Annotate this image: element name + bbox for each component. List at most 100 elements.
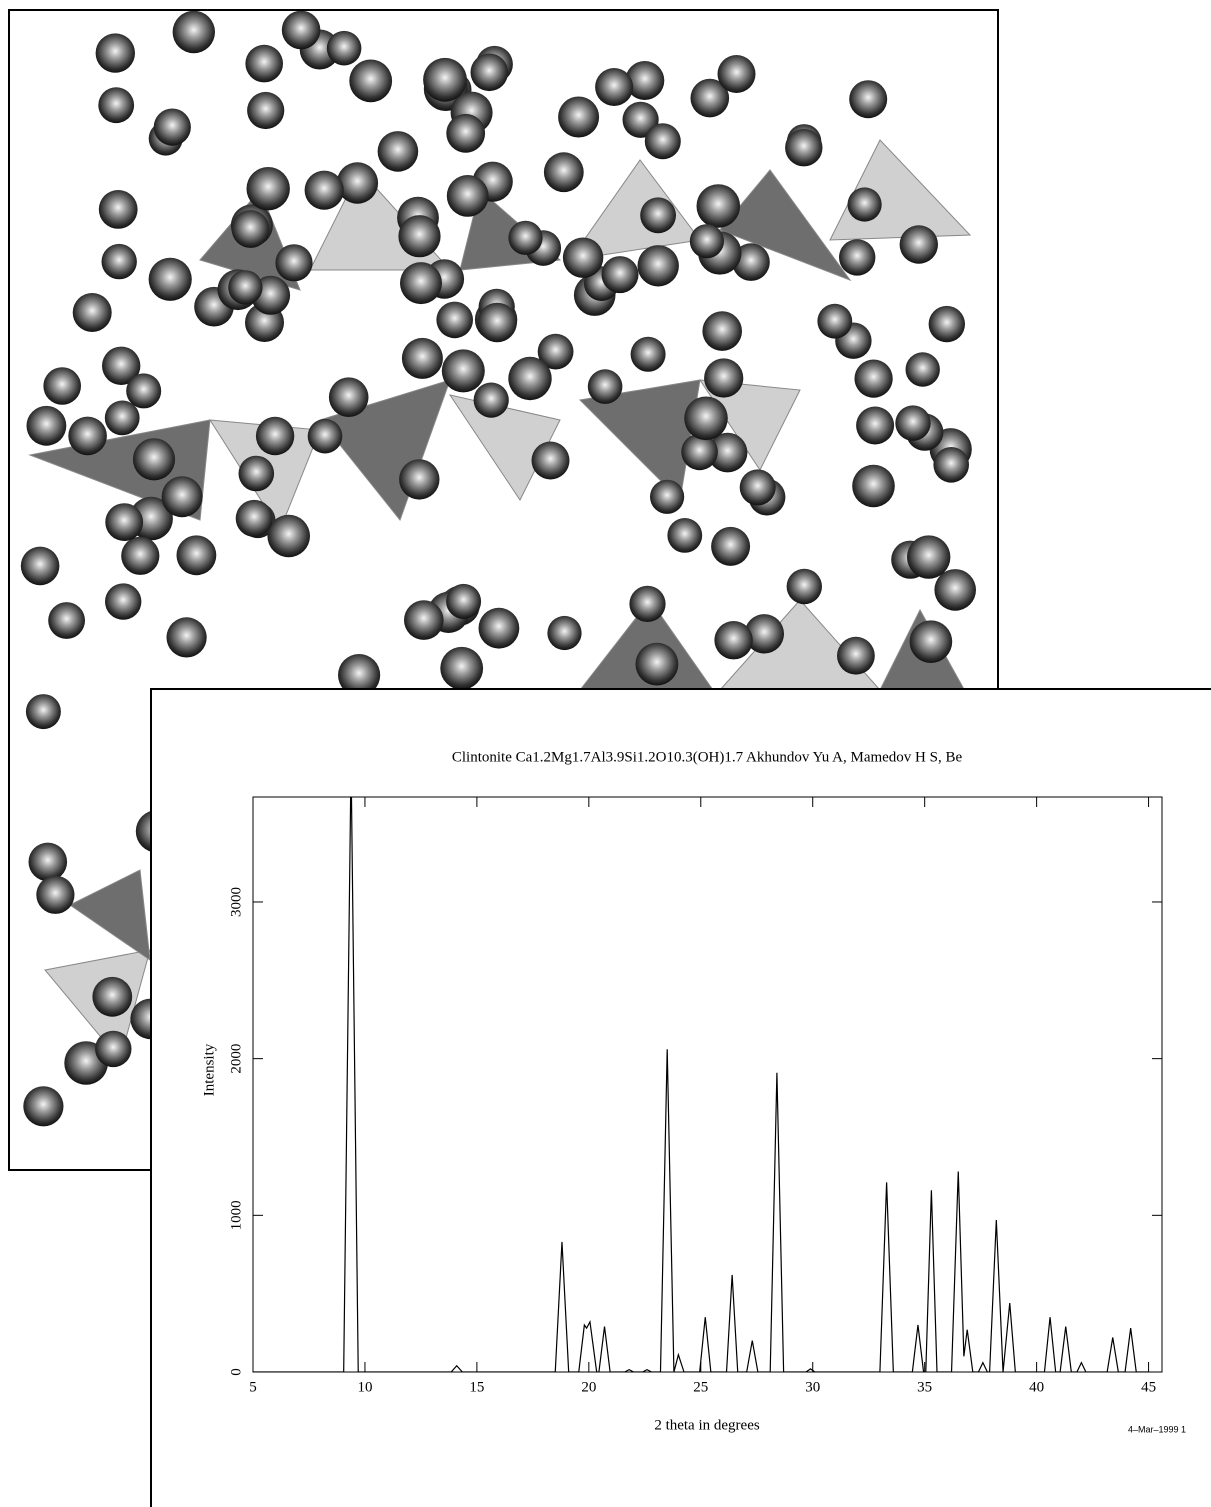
atom xyxy=(629,586,665,622)
x-tick-label: 10 xyxy=(357,1379,372,1395)
atom xyxy=(308,419,343,454)
x-tick-label: 20 xyxy=(581,1379,596,1395)
atom xyxy=(702,311,742,351)
atom xyxy=(133,438,175,480)
y-axis-label: Intensity xyxy=(201,1043,217,1096)
atom xyxy=(785,129,822,166)
atom xyxy=(740,469,776,505)
atom xyxy=(238,456,274,492)
x-tick-label: 25 xyxy=(693,1379,708,1395)
atom xyxy=(933,447,969,483)
atom xyxy=(697,184,741,228)
panel-background xyxy=(150,688,1211,1507)
atom xyxy=(474,383,509,418)
atom xyxy=(852,465,895,508)
x-tick-label: 45 xyxy=(1141,1379,1156,1395)
atom xyxy=(711,527,750,566)
atom xyxy=(849,80,887,118)
atom xyxy=(154,109,191,146)
date-stamp: 4–Mar–1999 1 xyxy=(1128,1424,1186,1434)
atom xyxy=(855,360,893,398)
atom xyxy=(934,569,976,611)
atom xyxy=(245,45,283,83)
atom xyxy=(95,1031,131,1067)
atom xyxy=(96,33,135,72)
atom xyxy=(547,616,581,650)
atom xyxy=(102,244,137,279)
atom xyxy=(602,256,639,293)
atom xyxy=(690,224,724,258)
atom xyxy=(228,270,262,304)
atom xyxy=(48,602,85,639)
atom xyxy=(149,258,192,301)
atom xyxy=(98,87,134,123)
atom xyxy=(856,407,894,445)
atom xyxy=(595,68,633,106)
atom xyxy=(162,476,203,517)
atom xyxy=(126,373,161,408)
atom xyxy=(177,535,217,575)
atom xyxy=(848,187,882,221)
y-tick-label: 3000 xyxy=(228,887,244,917)
atom xyxy=(105,503,143,541)
atom xyxy=(907,535,950,578)
y-tick-label: 2000 xyxy=(228,1044,244,1074)
atom xyxy=(714,621,752,659)
x-tick-label: 30 xyxy=(805,1379,820,1395)
atom xyxy=(787,569,822,604)
atom xyxy=(68,417,107,456)
atom xyxy=(21,547,60,586)
atom xyxy=(684,397,728,441)
atom xyxy=(29,843,68,882)
atom xyxy=(232,210,270,248)
atom xyxy=(929,306,965,342)
atom xyxy=(305,171,344,210)
atom xyxy=(247,92,284,129)
atom xyxy=(442,349,485,392)
atom xyxy=(404,600,444,640)
atom xyxy=(26,694,61,729)
screen: Clintonite Ca1.2Mg1.7Al3.9Si1.2O10.3(OH)… xyxy=(0,0,1211,1507)
atom xyxy=(906,352,940,386)
atom xyxy=(479,608,520,649)
x-axis-label: 2 theta in degrees xyxy=(654,1417,760,1433)
x-tick-label: 35 xyxy=(917,1379,932,1395)
x-tick-label: 40 xyxy=(1029,1379,1044,1395)
atom xyxy=(638,245,679,286)
atom xyxy=(236,500,273,537)
atom xyxy=(92,977,132,1017)
atom xyxy=(267,515,310,558)
atom xyxy=(508,221,542,255)
atom xyxy=(99,190,138,229)
atom xyxy=(105,401,140,436)
atom xyxy=(282,11,321,50)
atom xyxy=(275,244,312,281)
atom xyxy=(337,162,378,203)
atom xyxy=(650,480,684,514)
atom xyxy=(36,876,74,914)
atom xyxy=(900,225,938,263)
atom xyxy=(436,302,473,339)
x-tick-label: 5 xyxy=(249,1379,257,1395)
atom xyxy=(839,239,875,275)
atom xyxy=(398,215,440,257)
atom xyxy=(23,1086,63,1126)
atom xyxy=(588,369,623,404)
x-tick-label: 15 xyxy=(469,1379,484,1395)
atom xyxy=(402,338,443,379)
atom xyxy=(256,417,294,455)
atom xyxy=(478,303,517,342)
atom xyxy=(471,54,509,92)
atom xyxy=(105,583,141,619)
atom xyxy=(247,167,290,210)
atom xyxy=(558,97,599,138)
atom xyxy=(704,358,743,397)
atom xyxy=(640,197,676,233)
atom xyxy=(447,175,489,217)
atom xyxy=(636,643,679,686)
atom xyxy=(73,293,112,332)
atom xyxy=(378,131,419,172)
atom xyxy=(327,31,362,66)
atom xyxy=(43,367,81,405)
pattern-panel: Clintonite Ca1.2Mg1.7Al3.9Si1.2O10.3(OH)… xyxy=(150,688,1211,1507)
